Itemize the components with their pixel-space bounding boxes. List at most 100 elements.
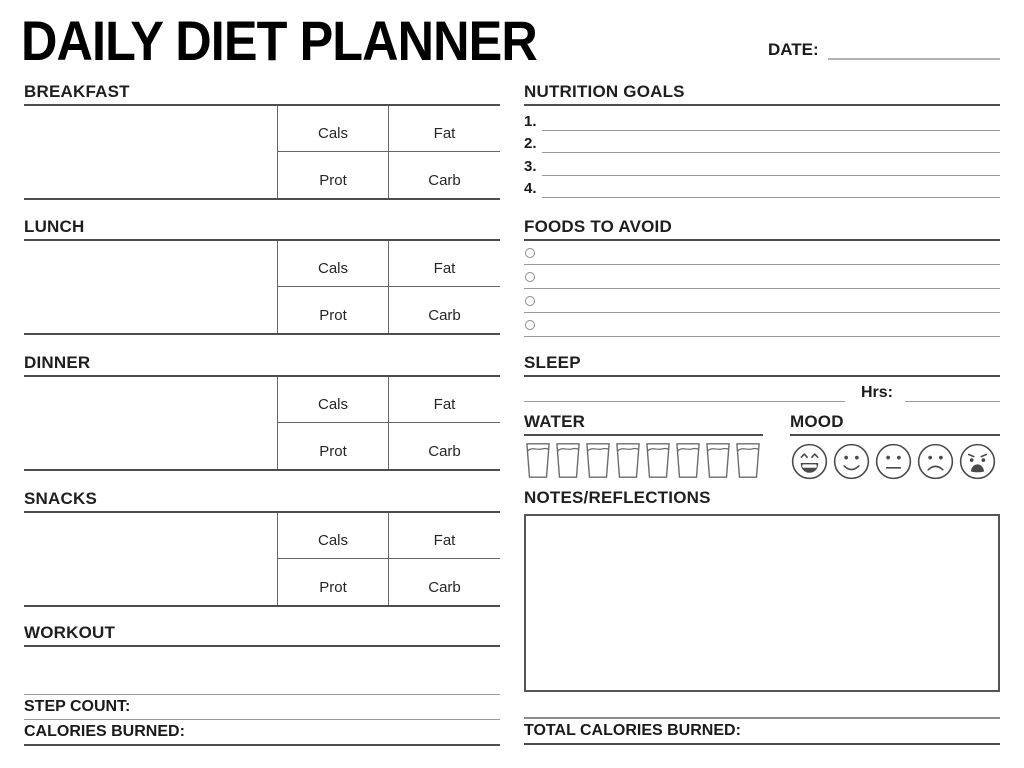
carb-cell[interactable]: Carb <box>388 423 500 469</box>
date-field: DATE: <box>768 36 1000 60</box>
notes-write-box[interactable] <box>524 514 1000 692</box>
carb-cell[interactable]: Carb <box>388 287 500 333</box>
water-heading: WATER <box>524 413 763 436</box>
right-footer: TOTAL CALORIES BURNED: <box>524 717 1000 745</box>
carb-cell[interactable]: Carb <box>388 152 500 198</box>
nutrition-goals-section: NUTRITION GOALS 1. 2. 3. 4. <box>524 83 1000 199</box>
cals-cell[interactable]: Cals <box>277 377 388 423</box>
sleep-heading: SLEEP <box>524 354 1000 377</box>
goal-write-line[interactable] <box>542 114 1000 131</box>
foods-to-avoid-heading: FOODS TO AVOID <box>524 218 1000 241</box>
bullet-circle-icon <box>525 320 535 330</box>
water-glass-icon[interactable] <box>584 442 612 479</box>
breakfast-food-write-area[interactable] <box>24 106 277 198</box>
foods-to-avoid-section: FOODS TO AVOID <box>524 218 1000 337</box>
mood-very-sad-icon[interactable] <box>958 442 997 481</box>
mood-happy-icon[interactable] <box>832 442 871 481</box>
dinner-section: DINNER Cals Fat Prot Carb <box>24 354 500 471</box>
dinner-table: Cals Fat Prot Carb <box>24 377 500 471</box>
goal-number: 4. <box>524 180 537 198</box>
sleep-write-line[interactable] <box>524 387 845 402</box>
sleep-row: Hrs: <box>524 382 1000 402</box>
snacks-table: Cals Fat Prot Carb <box>24 513 500 607</box>
goal-number: 3. <box>524 157 537 175</box>
lunch-table: Cals Fat Prot Carb <box>24 241 500 335</box>
mood-faces <box>790 442 1000 481</box>
fat-cell[interactable]: Fat <box>388 241 500 287</box>
food-avoid-row[interactable] <box>524 313 1000 337</box>
carb-cell[interactable]: Carb <box>388 559 500 605</box>
step-count-label: STEP COUNT: <box>24 698 131 715</box>
goal-row-2: 2. <box>524 131 1000 154</box>
date-input-line[interactable] <box>827 36 1000 60</box>
calories-burned-write-line[interactable] <box>193 727 500 741</box>
workout-write-area[interactable] <box>24 647 500 677</box>
mood-neutral-icon[interactable] <box>874 442 913 481</box>
food-avoid-row[interactable] <box>524 289 1000 313</box>
goal-number: 1. <box>524 112 537 130</box>
goal-write-line[interactable] <box>542 159 1000 176</box>
calories-burned-label: CALORIES BURNED: <box>24 723 185 740</box>
prot-cell[interactable]: Prot <box>277 287 388 333</box>
water-glass-icon[interactable] <box>734 442 762 479</box>
water-glass-icon[interactable] <box>554 442 582 479</box>
nutrition-goals-heading: NUTRITION GOALS <box>524 83 1000 106</box>
mood-sad-icon[interactable] <box>916 442 955 481</box>
bullet-circle-icon <box>525 296 535 306</box>
total-calories-row: TOTAL CALORIES BURNED: <box>524 719 1000 745</box>
bullet-circle-icon <box>525 272 535 282</box>
step-count-row: STEP COUNT: <box>24 695 500 720</box>
workout-heading: WORKOUT <box>24 624 500 647</box>
lunch-food-write-area[interactable] <box>24 241 277 333</box>
left-footer: STEP COUNT: CALORIES BURNED: <box>24 694 500 746</box>
snacks-food-write-area[interactable] <box>24 513 277 605</box>
calories-burned-row: CALORIES BURNED: <box>24 720 500 746</box>
goal-row-3: 3. <box>524 153 1000 176</box>
total-calories-write-line[interactable] <box>749 726 1000 740</box>
hrs-label: Hrs: <box>860 384 893 401</box>
bullet-circle-icon <box>525 248 535 258</box>
mood-section: MOOD <box>790 413 1000 481</box>
goal-write-line[interactable] <box>542 181 1000 199</box>
goal-row-1: 1. <box>524 108 1000 131</box>
fat-cell[interactable]: Fat <box>388 377 500 423</box>
cals-cell[interactable]: Cals <box>277 106 388 152</box>
goal-row-4: 4. <box>524 176 1000 199</box>
notes-heading: NOTES/REFLECTIONS <box>524 488 711 507</box>
prot-cell[interactable]: Prot <box>277 423 388 469</box>
food-avoid-row[interactable] <box>524 241 1000 265</box>
mood-very-happy-icon[interactable] <box>790 442 829 481</box>
workout-section: WORKOUT <box>24 624 500 677</box>
page-title: DAILY DIET PLANNER <box>21 9 538 72</box>
notes-section: NOTES/REFLECTIONS <box>524 489 1000 692</box>
water-glasses <box>524 442 763 479</box>
lunch-heading: LUNCH <box>24 218 500 241</box>
water-glass-icon[interactable] <box>614 442 642 479</box>
step-count-write-line[interactable] <box>138 702 500 716</box>
food-avoid-row[interactable] <box>524 265 1000 289</box>
goal-write-line[interactable] <box>542 136 1000 154</box>
breakfast-section: BREAKFAST Cals Fat Prot Carb <box>24 83 500 200</box>
cals-cell[interactable]: Cals <box>277 513 388 559</box>
water-glass-icon[interactable] <box>524 442 552 479</box>
prot-cell[interactable]: Prot <box>277 152 388 198</box>
breakfast-table: Cals Fat Prot Carb <box>24 106 500 200</box>
water-section: WATER <box>524 413 763 479</box>
water-glass-icon[interactable] <box>644 442 672 479</box>
cals-cell[interactable]: Cals <box>277 241 388 287</box>
water-glass-icon[interactable] <box>674 442 702 479</box>
water-glass-icon[interactable] <box>704 442 732 479</box>
goal-number: 2. <box>524 135 537 153</box>
total-calories-label: TOTAL CALORIES BURNED: <box>524 722 741 739</box>
date-label: DATE: <box>768 40 819 59</box>
snacks-heading: SNACKS <box>24 490 500 513</box>
fat-cell[interactable]: Fat <box>388 513 500 559</box>
lunch-section: LUNCH Cals Fat Prot Carb <box>24 218 500 335</box>
fat-cell[interactable]: Fat <box>388 106 500 152</box>
breakfast-heading: BREAKFAST <box>24 83 500 106</box>
snacks-section: SNACKS Cals Fat Prot Carb <box>24 490 500 607</box>
dinner-heading: DINNER <box>24 354 500 377</box>
prot-cell[interactable]: Prot <box>277 559 388 605</box>
dinner-food-write-area[interactable] <box>24 377 277 469</box>
hrs-write-line[interactable] <box>905 387 1000 402</box>
